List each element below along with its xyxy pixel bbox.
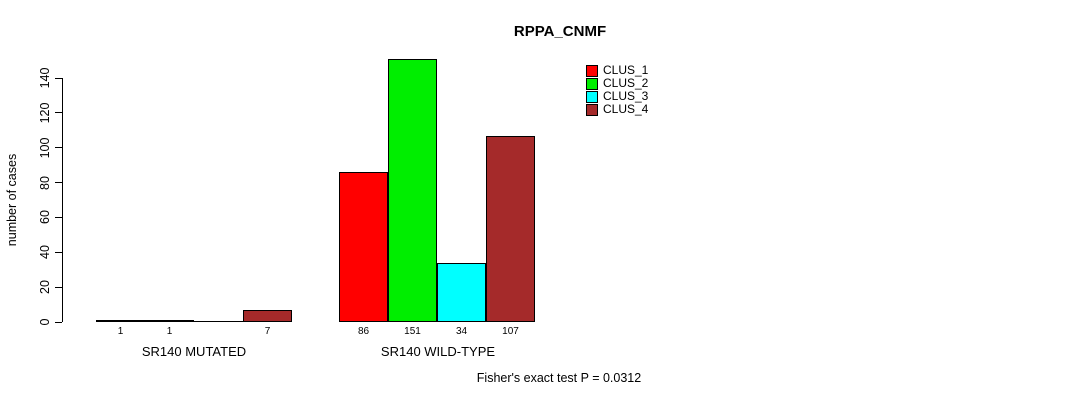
bar-clus_1-group2 — [339, 172, 388, 322]
bar-value-label: 7 — [264, 326, 271, 337]
y-tick-label: 140 — [38, 67, 52, 89]
y-tick-label: 100 — [38, 137, 52, 159]
y-axis-line — [62, 78, 63, 322]
legend-label: CLUS_2 — [603, 76, 649, 90]
bar-value-label: 86 — [357, 326, 370, 337]
bar-value-label: 151 — [404, 326, 421, 337]
y-tick-label: 60 — [38, 210, 52, 225]
y-tick-mark — [55, 112, 62, 114]
y-tick-label: 120 — [38, 102, 52, 124]
legend-row-clus_2: CLUS_2 — [586, 77, 648, 90]
bar-clus_2-group2 — [388, 58, 437, 322]
bar-clus_1-group1 — [96, 320, 145, 322]
y-tick-label: 80 — [38, 175, 52, 190]
y-tick-mark — [55, 182, 62, 184]
fisher-test-annotation: Fisher's exact test P = 0.0312 — [476, 371, 642, 385]
y-tick-label: 20 — [38, 280, 52, 295]
legend-swatch-icon — [586, 77, 598, 90]
legend-swatch-icon — [586, 103, 598, 116]
bar-value-label: 1 — [166, 326, 173, 337]
y-tick-label: 40 — [38, 245, 52, 260]
y-tick-mark — [55, 216, 62, 218]
y-axis-title: number of cases — [5, 153, 19, 247]
group-label-wildtype: SR140 WILD-TYPE — [380, 344, 496, 359]
bar-value-label: 107 — [502, 326, 519, 337]
y-tick-mark — [55, 321, 62, 323]
bar-clus_3-group2 — [437, 262, 486, 322]
bar-clus_2-group1 — [145, 320, 194, 322]
legend-swatch-icon — [586, 90, 598, 103]
legend-row-clus_3: CLUS_3 — [586, 90, 648, 103]
legend-label: CLUS_1 — [603, 63, 649, 77]
legend: CLUS_1 CLUS_2 CLUS_3 CLUS_4 — [586, 64, 648, 116]
bar-value-label: 1 — [117, 326, 124, 337]
legend-label: CLUS_3 — [603, 89, 649, 103]
legend-row-clus_1: CLUS_1 — [586, 64, 648, 77]
y-tick-mark — [55, 251, 62, 253]
group-label-mutated: SR140 MUTATED — [141, 344, 247, 359]
y-tick-mark — [55, 286, 62, 288]
legend-swatch-icon — [586, 64, 598, 77]
bar-clus_4-group1 — [243, 309, 292, 322]
bar-clus_3-group1 — [194, 321, 243, 322]
bar-clus_4-group2 — [486, 135, 535, 322]
y-tick-mark — [55, 147, 62, 149]
legend-row-clus_4: CLUS_4 — [586, 103, 648, 116]
chart-title: RPPA_CNMF — [513, 23, 607, 40]
y-tick-label: 0 — [38, 318, 52, 326]
bar-value-label: 34 — [455, 326, 468, 337]
y-tick-mark — [55, 77, 62, 79]
legend-label: CLUS_4 — [603, 102, 649, 116]
